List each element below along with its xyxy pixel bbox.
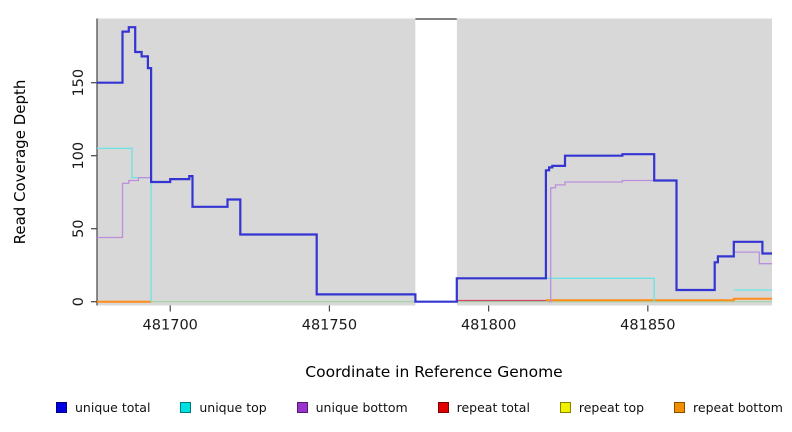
x-axis-title: Coordinate in Reference Genome — [305, 363, 563, 381]
x-tick-label: 481750 — [302, 318, 357, 334]
legend-item-repeat-bottom: repeat bottom — [674, 400, 783, 415]
x-tick-label: 481800 — [461, 318, 516, 334]
y-tick-label: 50 — [71, 219, 87, 237]
legend: unique total unique top unique bottom repea… — [56, 397, 783, 417]
y-tick-label: 0 — [71, 297, 87, 306]
series-line-unique-top — [97, 147, 152, 302]
coverage-gap — [415, 18, 457, 306]
x-tick-label: 481700 — [143, 318, 198, 334]
y-axis-title: Read Coverage Depth — [11, 79, 29, 245]
series-line-repeat-bottom — [545, 297, 772, 302]
legend-item-repeat-top: repeat top — [559, 399, 645, 415]
legend-swatch-unique-bottom-icon — [296, 401, 308, 413]
y-tick-label: 150 — [71, 69, 87, 97]
legend-swatch-unique-top-icon — [180, 401, 192, 413]
legend-item-unique-top: unique top — [180, 399, 267, 415]
legend-swatch-repeat-total-icon — [437, 401, 449, 413]
legend-label-repeat-bottom: repeat bottom — [693, 399, 783, 415]
chart-canvas: 0 50 100 150 481700 481750 481800 481850 — [71, 18, 772, 334]
legend-label-repeat-top: repeat top — [578, 399, 645, 415]
x-tick-label: 481850 — [620, 318, 675, 334]
legend-label-repeat-total: repeat total — [456, 399, 530, 415]
legend-item-repeat-total: repeat total — [437, 399, 530, 415]
y-tick-label: 100 — [71, 142, 87, 170]
series-line-unique-total — [97, 26, 772, 303]
legend-swatch-repeat-top-icon — [559, 401, 571, 413]
legend-swatch-unique-total-icon — [56, 401, 67, 413]
legend-item-unique-bottom: unique bottom — [296, 399, 408, 415]
legend-item-unique-total: unique total — [56, 400, 150, 415]
legend-swatch-repeat-bottom-icon — [674, 401, 686, 413]
plot-panel-0 — [97, 18, 416, 306]
legend-label-unique-total: unique total — [75, 399, 151, 415]
legend-label-unique-top: unique top — [199, 399, 267, 415]
plot-panel-1 — [456, 18, 772, 306]
legend-label-unique-bottom: unique bottom — [315, 399, 408, 415]
